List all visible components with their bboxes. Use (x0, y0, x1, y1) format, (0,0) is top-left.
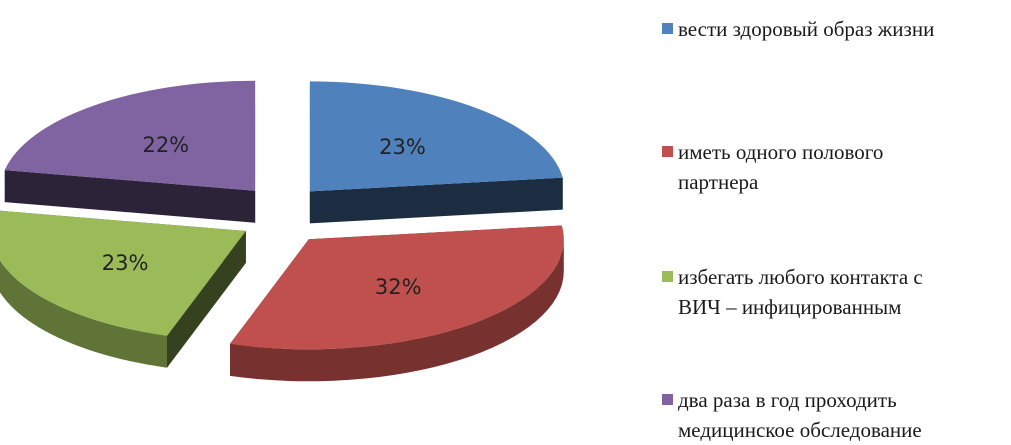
pie-slice-healthy-lifestyle: 23% (310, 81, 563, 223)
legend-swatch-healthy-lifestyle (662, 23, 673, 34)
chart-legend: вести здоровый образ жизни иметь одного … (658, 0, 1011, 439)
pie-slice-medical-checkup: 22% (5, 81, 256, 223)
data-label-medical-checkup: 22% (142, 133, 189, 157)
legend-item-healthy-lifestyle: вести здоровый образ жизни (658, 14, 1008, 44)
pie-slice-top-healthy-lifestyle (310, 81, 563, 191)
legend-label-avoid-contact: избегать любого контакта с ВИЧ – инфицир… (658, 262, 1008, 322)
legend-swatch-one-partner (662, 146, 673, 157)
pie-slice-avoid-contact: 23% (0, 210, 246, 367)
pie-plot-area: 22% 23% 23% 32% (0, 0, 620, 439)
data-label-avoid-contact: 23% (102, 251, 149, 275)
data-label-healthy-lifestyle: 23% (379, 135, 426, 159)
data-label-one-partner: 32% (375, 275, 422, 299)
legend-label-one-partner: иметь одного полового партнера (658, 137, 1008, 197)
legend-swatch-avoid-contact (662, 271, 673, 282)
legend-item-avoid-contact: избегать любого контакта с ВИЧ – инфицир… (658, 262, 1008, 322)
legend-label-healthy-lifestyle: вести здоровый образ жизни (658, 14, 1008, 44)
legend-swatch-medical-checkup (662, 394, 673, 405)
legend-item-medical-checkup: два раза в год проходить медицинское обс… (658, 385, 1008, 445)
legend-item-one-partner: иметь одного полового партнера (658, 137, 1008, 197)
pie-slice-one-partner: 32% (230, 226, 564, 382)
legend-label-medical-checkup: два раза в год проходить медицинское обс… (658, 385, 1008, 445)
